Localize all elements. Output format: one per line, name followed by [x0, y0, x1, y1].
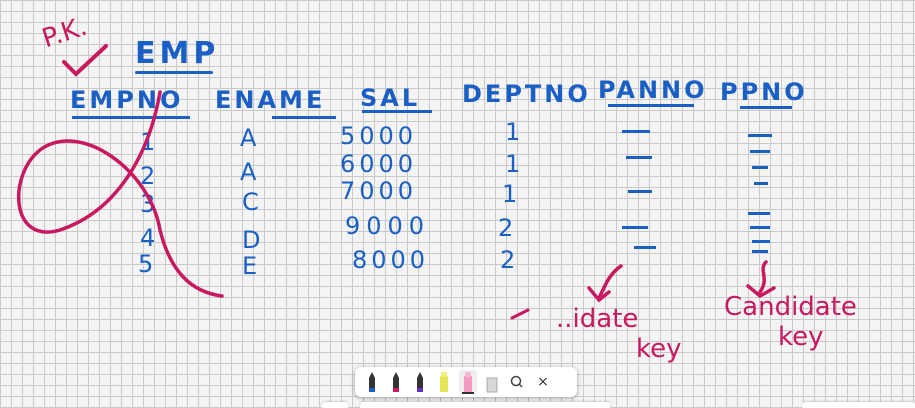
ppno-dash: [752, 250, 768, 253]
ppno-dash: [754, 182, 768, 185]
eraser-icon[interactable]: [483, 370, 501, 394]
candidate-key-label-left: ..idate: [556, 304, 639, 334]
ename-cell: A: [240, 124, 257, 152]
arrow-down-icon: [746, 260, 776, 299]
deptno-cell: 1: [505, 118, 521, 146]
panno-dash: [626, 156, 652, 159]
underline-ename: [272, 116, 336, 119]
sal-cell: 6000: [340, 150, 418, 178]
check-mark-icon: [62, 44, 108, 77]
underline-panno: [608, 104, 694, 107]
bottom-panel-fragment: [322, 402, 348, 408]
black-pen-icon[interactable]: [363, 370, 381, 394]
ppno-dash: [748, 212, 770, 215]
empno-cell: 3: [140, 190, 156, 218]
underline-ppno: [740, 106, 792, 109]
empno-cell: 2: [140, 162, 156, 190]
table-name-underline: [135, 71, 213, 74]
column-header-ename: ENAME: [215, 86, 326, 114]
column-header-deptno: DEPTNO: [462, 80, 591, 108]
panno-dash: [622, 226, 648, 229]
column-header-empno: EMPNO: [70, 86, 184, 114]
ppno-dash: [750, 150, 770, 153]
lasso-icon[interactable]: [507, 372, 527, 392]
panno-dash: [634, 246, 656, 249]
column-header-panno: PANNO: [598, 76, 708, 104]
yellow-highlighter-icon[interactable]: [435, 370, 453, 394]
candidate-key-label-left-key: key: [636, 334, 682, 364]
panno-dash: [628, 190, 652, 193]
panno-dash: [622, 130, 650, 133]
column-header-ppno: PPNO: [720, 78, 808, 106]
underline-sal: [362, 110, 432, 113]
ename-cell: C: [242, 188, 259, 216]
underline-empno: [72, 116, 190, 119]
sal-cell: 9000: [345, 212, 431, 240]
arrow-down-icon: [587, 264, 623, 303]
ename-cell: A: [240, 158, 257, 186]
candidate-key-label-right-key: key: [778, 322, 824, 352]
close-icon[interactable]: ×: [537, 374, 549, 390]
deptno-cell: 1: [502, 180, 518, 208]
ename-cell: E: [242, 252, 258, 280]
ename-cell: D: [242, 226, 261, 254]
bottom-panel-fragment: [360, 402, 610, 408]
table-name-emp: EMP: [135, 36, 220, 71]
bottom-panel-fragment: [802, 402, 915, 408]
pink-highlighter-icon[interactable]: [459, 370, 477, 394]
candidate-key-label-right: Candidate: [724, 292, 857, 322]
ppno-dash: [748, 134, 772, 137]
deptno-cell: 2: [500, 246, 516, 274]
column-header-sal: SAL: [360, 84, 421, 112]
purple-pen-icon[interactable]: [411, 370, 429, 394]
sal-cell: 5000: [340, 122, 418, 150]
ink-toolbar: ×: [355, 367, 577, 397]
empno-cell: 5: [138, 250, 154, 278]
ppno-dash: [750, 226, 770, 229]
empno-cell: 4: [140, 224, 156, 252]
sal-cell: 7000: [340, 177, 418, 205]
ppno-dash: [752, 240, 770, 243]
sal-cell: 8000: [352, 246, 430, 274]
deptno-cell: 2: [498, 214, 514, 242]
magenta-pen-icon[interactable]: [387, 370, 405, 394]
ppno-dash: [752, 166, 768, 169]
deptno-cell: 1: [505, 150, 521, 178]
